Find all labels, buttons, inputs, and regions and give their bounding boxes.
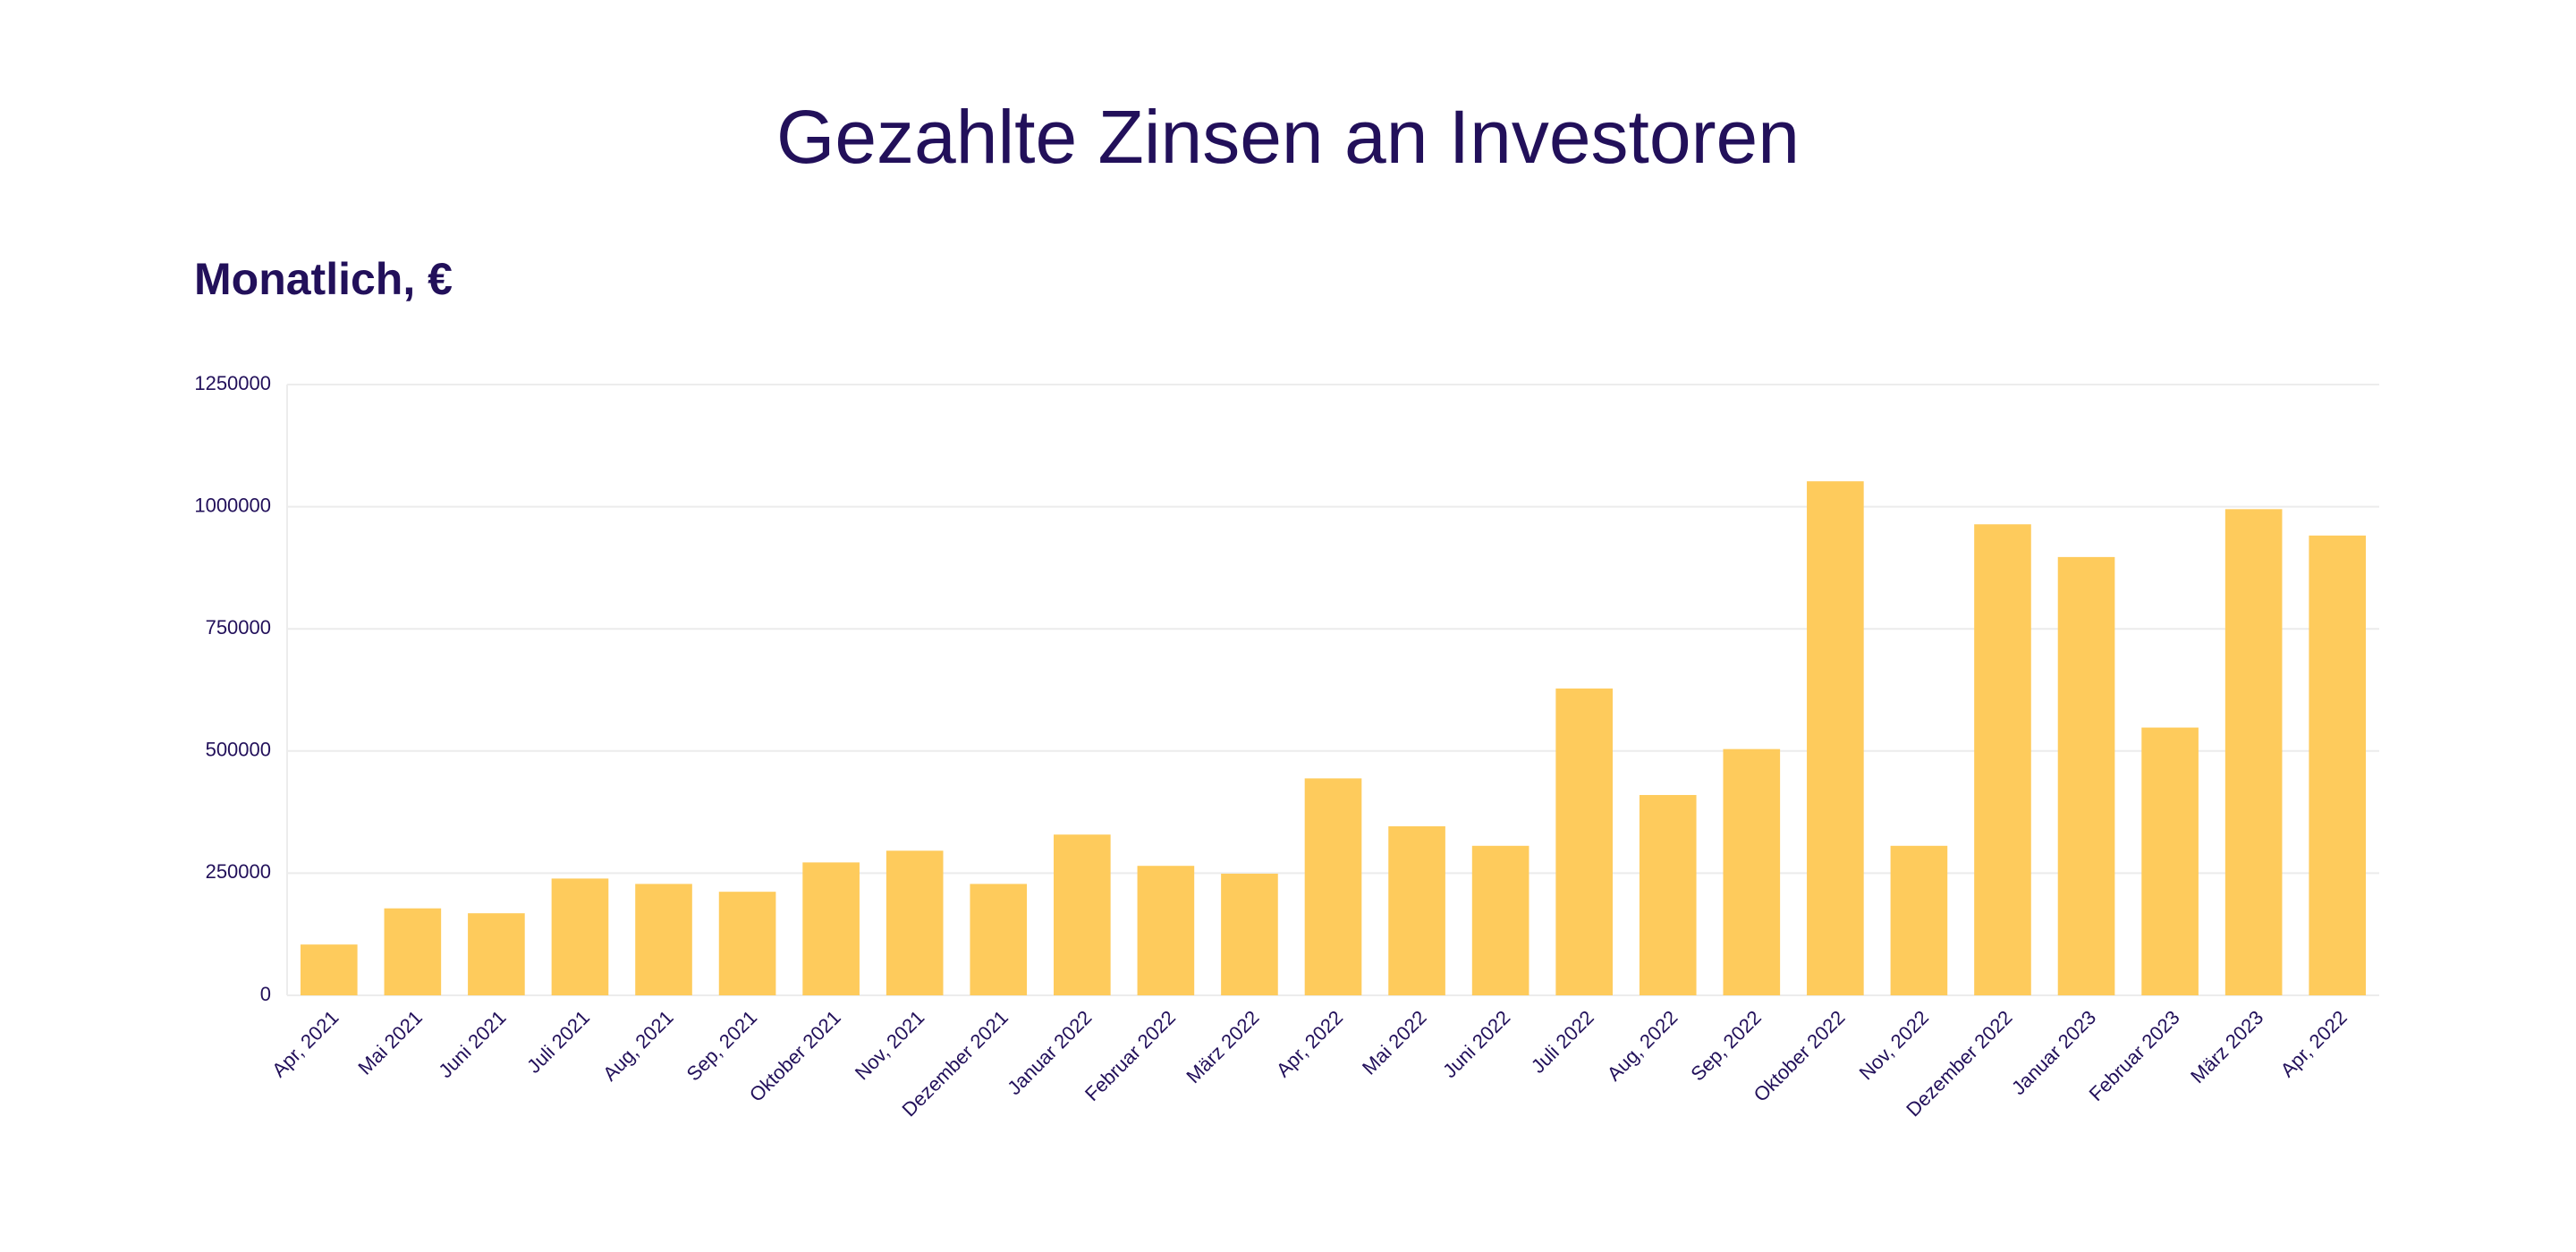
bar [1807, 481, 1864, 995]
x-tick-label: Apr, 2022 [2276, 1006, 2351, 1081]
chart-subtitle: Monatlich, € [194, 254, 453, 304]
x-tick-label: Aug, 2022 [1603, 1006, 1682, 1086]
bar [2309, 535, 2367, 995]
x-tick-label: Mai 2021 [353, 1006, 427, 1079]
x-tick-label: Nov, 2021 [851, 1006, 928, 1084]
bar [1974, 524, 2031, 995]
bar [886, 850, 944, 995]
chart-title: Gezahlte Zinsen an Investoren [776, 95, 1800, 179]
bar [1555, 688, 1613, 995]
x-tick-label: März 2022 [1182, 1006, 1263, 1087]
x-tick-label: März 2023 [2186, 1006, 2267, 1087]
x-tick-label: Mai 2022 [1358, 1006, 1431, 1079]
bar [2057, 556, 2115, 995]
bar [1388, 825, 1445, 995]
y-tick-label: 500000 [206, 739, 271, 761]
x-tick-label: Nov, 2022 [1855, 1006, 1933, 1084]
x-tick-label: Juli 2022 [1527, 1006, 1598, 1078]
x-tick-label: Apr, 2022 [1272, 1006, 1347, 1081]
bar [300, 944, 358, 995]
bar [970, 884, 1028, 995]
x-tick-label: Februar 2022 [1080, 1006, 1180, 1105]
bar [1471, 845, 1530, 995]
bar [1639, 794, 1697, 995]
y-tick-label: 250000 [206, 860, 271, 883]
bar [1221, 873, 1278, 995]
y-tick-label: 1250000 [194, 372, 271, 394]
y-tick-label: 1000000 [194, 494, 271, 516]
bar [802, 862, 860, 995]
x-tick-label: Februar 2023 [2085, 1006, 2184, 1105]
bar [1137, 866, 1195, 995]
bar [1054, 834, 1111, 995]
bar [468, 913, 525, 995]
x-tick-label: Aug, 2021 [598, 1006, 678, 1086]
bar [635, 884, 692, 995]
bar [1304, 778, 1362, 995]
bar [1890, 845, 1948, 995]
bar [718, 892, 776, 995]
bar [2224, 509, 2283, 995]
x-tick-label: Januar 2023 [2007, 1006, 2100, 1099]
x-tick-label: Juni 2021 [434, 1006, 510, 1082]
y-tick-label: 750000 [206, 616, 271, 639]
bar [2141, 727, 2199, 995]
x-tick-label: Sep, 2022 [1686, 1006, 1766, 1086]
x-tick-label: Apr, 2021 [267, 1006, 343, 1081]
bar [1723, 749, 1781, 995]
bar [384, 908, 442, 995]
y-tick-label: 0 [260, 983, 271, 1005]
bar [551, 878, 609, 995]
x-tick-label: Januar 2022 [1003, 1006, 1096, 1099]
x-tick-label: Juli 2021 [522, 1006, 594, 1078]
x-tick-label: Sep, 2021 [682, 1006, 762, 1086]
x-tick-label: Juni 2022 [1438, 1006, 1514, 1082]
